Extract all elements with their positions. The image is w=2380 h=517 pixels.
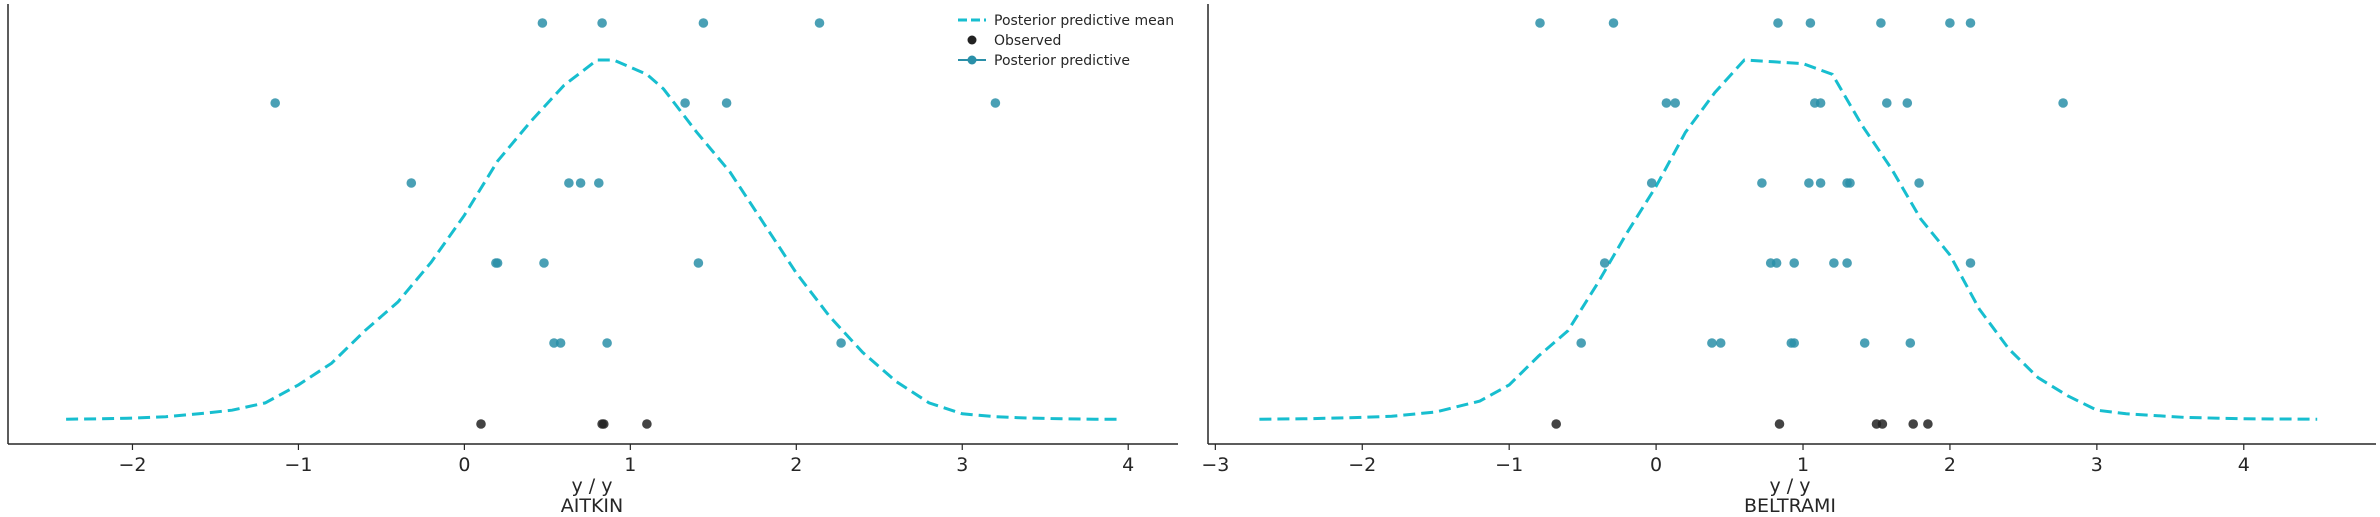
posterior-predictive-points	[270, 18, 1001, 348]
subplot-aitkin: −2 −1 0 1 2 3 4 y / y AITKIN Posterior predict…	[7, 4, 1178, 517]
posterior-predictive-point	[698, 18, 709, 28]
posterior-predictive-point	[1804, 178, 1814, 188]
observed-points	[1551, 419, 1933, 429]
posterior-predictive-point	[1715, 338, 1726, 348]
posterior-predictive-points	[1535, 18, 2068, 348]
posterior-predictive-point	[1882, 98, 1892, 108]
posterior-predictive-point	[1845, 178, 1855, 188]
posterior-predictive-point	[406, 178, 417, 188]
x-tick-label: 2	[1944, 454, 1956, 476]
posterior-predictive-mean-line	[66, 58, 1120, 421]
x-tick-label: 0	[1650, 454, 1662, 476]
posterior-predictive-point	[680, 98, 690, 108]
x-tick-label: 4	[1122, 454, 1134, 476]
posterior-predictive-point	[1859, 338, 1870, 348]
posterior-predictive-point	[814, 18, 825, 28]
legend-predictive-label: Posterior predictive	[994, 53, 1130, 69]
x-tick-label: −2	[1348, 454, 1376, 476]
x-tick-label: 2	[790, 454, 802, 476]
observed-point	[1774, 419, 1785, 429]
observed-point	[1908, 419, 1918, 429]
x-axis-sublabel: AITKIN	[561, 495, 623, 517]
x-tick-label: 0	[458, 454, 470, 476]
posterior-predictive-point	[1771, 258, 1782, 268]
posterior-predictive-point	[1905, 338, 1916, 348]
legend-observed-label: Observed	[994, 33, 1061, 49]
posterior-predictive-point	[1576, 338, 1586, 348]
posterior-predictive-point	[721, 98, 732, 108]
posterior-predictive-point	[564, 178, 574, 188]
legend-predictive-swatch	[967, 55, 977, 65]
posterior-predictive-point	[1707, 338, 1717, 348]
x-tick-label: −1	[284, 454, 312, 476]
observed-point	[476, 419, 486, 429]
posterior-predictive-point	[836, 338, 846, 348]
posterior-predictive-point	[555, 338, 566, 348]
posterior-predictive-point	[1670, 98, 1680, 108]
posterior-predictive-point	[2058, 98, 2068, 108]
observed-points	[476, 419, 652, 429]
posterior-predictive-point	[1773, 18, 1783, 28]
posterior-predictive-point	[1646, 178, 1657, 188]
observed-point	[1877, 419, 1888, 429]
posterior-predictive-point	[575, 178, 586, 188]
posterior-predictive-point	[1842, 258, 1852, 268]
observed-point	[1923, 419, 1933, 429]
posterior-predictive-point	[1661, 98, 1672, 108]
x-tick-label: 3	[2091, 454, 2103, 476]
posterior-predictive-point	[1535, 18, 1545, 28]
posterior-predictive-point	[990, 98, 1001, 108]
x-tick-label: 1	[624, 454, 636, 476]
posterior-predictive-point	[1805, 18, 1816, 28]
x-axis-label: y / y	[1770, 475, 1811, 497]
legend: Posterior predictive mean Observed Poste…	[958, 13, 1174, 69]
x-tick-label: 4	[2238, 454, 2250, 476]
posterior-predictive-point	[1965, 258, 1976, 268]
observed-point	[1551, 419, 1561, 429]
posterior-predictive-point	[1789, 338, 1799, 348]
posterior-predictive-point	[1965, 18, 1976, 28]
posterior-predictive-point	[1815, 178, 1826, 188]
legend-mean-label: Posterior predictive mean	[994, 13, 1174, 29]
posterior-predictive-point	[594, 178, 604, 188]
x-tick-label: 3	[956, 454, 968, 476]
observed-point	[642, 419, 652, 429]
posterior-predictive-point	[492, 258, 503, 268]
posterior-predictive-point	[537, 18, 548, 28]
posterior-predictive-point	[597, 18, 607, 28]
x-axis-sublabel: BELTRAMI	[1744, 495, 1836, 517]
posterior-predictive-point	[549, 338, 559, 348]
posterior-predictive-point	[693, 258, 704, 268]
posterior-predictive-point	[1914, 178, 1924, 188]
x-tick-label: −2	[118, 454, 146, 476]
posterior-predictive-point	[1815, 98, 1826, 108]
x-tick-label: 1	[1797, 454, 1809, 476]
posterior-predictive-point	[1789, 258, 1799, 268]
posterior-predictive-point	[1876, 18, 1886, 28]
posterior-predictive-point	[1599, 258, 1610, 268]
posterior-predictive-point	[539, 258, 549, 268]
x-tick-label: −3	[1201, 454, 1229, 476]
posterior-predictive-point	[270, 98, 281, 108]
x-tick-label: −1	[1495, 454, 1523, 476]
posterior-predictive-point	[602, 338, 612, 348]
legend-observed-swatch	[967, 35, 977, 45]
observed-point	[597, 419, 607, 429]
posterior-predictive-mean-line	[1259, 58, 2318, 421]
posterior-predictive-point	[1757, 178, 1767, 188]
posterior-predictive-point	[1902, 98, 1913, 108]
posterior-predictive-point	[1945, 18, 1955, 28]
x-axis-ticks: −3 −2 −1 0 1 2 3 4	[1201, 444, 2250, 476]
posterior-predictive-point	[1608, 18, 1619, 28]
x-axis-ticks: −2 −1 0 1 2 3 4	[118, 444, 1134, 476]
subplot-beltrami: −3 −2 −1 0 1 2 3 4 y / y BELTRAMI	[1201, 4, 2376, 517]
posterior-predictive-point	[1829, 258, 1839, 268]
x-axis-label: y / y	[572, 475, 613, 497]
